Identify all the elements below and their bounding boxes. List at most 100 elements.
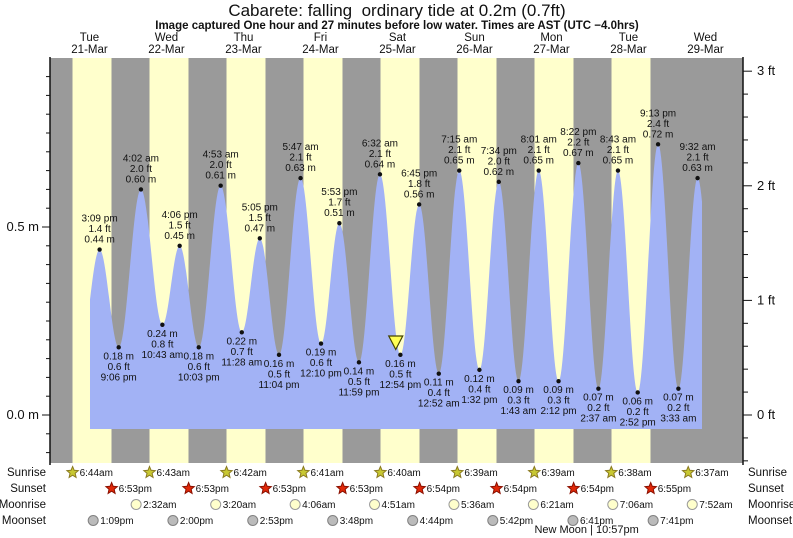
sunrise-icon (681, 465, 696, 479)
tide-point-dot (416, 202, 422, 207)
moonset-icon (567, 515, 579, 526)
high-tide-label: 0.51 m (324, 208, 355, 219)
sunset-icon (181, 481, 196, 495)
high-tide-label: 4:53 am (203, 150, 239, 161)
y-axis-label-m: 0.0 m (6, 407, 39, 422)
low-tide-label: 0.22 m (227, 336, 258, 347)
moonrise-icon (686, 499, 698, 510)
low-tide-label: 0.16 m (385, 359, 416, 370)
low-tide-label: 0.4 ft (468, 384, 490, 395)
high-tide-label: 2.0 ft (130, 164, 152, 175)
low-tide-label: 0.09 m (543, 385, 574, 396)
low-tide-label: 0.24 m (147, 329, 178, 340)
high-tide-label: 7:15 am (441, 135, 477, 146)
tide-point-dot (138, 187, 144, 192)
high-tide-label: 2.1 ft (289, 153, 311, 164)
moonrise-time: 3:20am (223, 500, 256, 511)
row-label-moonrise-right: Moonrise (748, 499, 793, 511)
high-tide-label: 5:47 am (282, 142, 318, 153)
tide-point-dot (160, 322, 165, 327)
low-tide-label: 3:33 am (660, 414, 696, 425)
moonset-time: 4:44pm (420, 516, 453, 527)
row-label-moonrise-left: Moonrise (0, 499, 46, 511)
tide-point-dot (377, 172, 383, 177)
high-tide-label: 2.1 ft (607, 145, 629, 156)
moonset-time: 6:41pm (580, 516, 613, 527)
day-name-label: Sun (464, 32, 484, 44)
moonset-time: 3:48pm (340, 516, 373, 527)
moonrise-icon (527, 499, 539, 510)
sunset-time: 6:55pm (658, 484, 691, 495)
low-tide-label: 12:10 pm (300, 369, 342, 380)
high-tide-label: 5:05 pm (242, 202, 278, 213)
moonrise-icon (130, 499, 142, 510)
sunset-icon (566, 481, 581, 495)
tide-point-dot (318, 341, 324, 346)
moonset-icon (487, 515, 499, 526)
tide-point-dot (676, 386, 681, 391)
moonset-icon (407, 515, 419, 526)
low-tide-label: 0.2 ft (667, 403, 689, 414)
tide-point-dot (436, 371, 441, 376)
day-name-label: Tue (80, 32, 99, 44)
low-tide-label: 12:52 am (418, 399, 460, 410)
moonrise-time: 4:06am (302, 500, 335, 511)
low-tide-label: 0.4 ft (428, 388, 450, 399)
high-tide-label: 0.56 m (404, 189, 435, 200)
sunset-icon (335, 481, 350, 495)
day-date-label: 23-Mar (225, 44, 262, 56)
tide-point-dot (477, 367, 482, 373)
tide-point-dot (635, 390, 640, 395)
low-tide-label: 0.2 ft (627, 407, 649, 418)
low-tide-label: 0.5 ft (348, 377, 370, 388)
tide-point-dot (298, 175, 303, 181)
sunrise-icon (65, 465, 80, 479)
high-tide-label: 5:53 pm (321, 187, 357, 198)
low-tide-label: 0.19 m (306, 348, 337, 359)
y-axis-label-ft: 3 ft (757, 63, 775, 78)
sunset-icon (489, 481, 504, 495)
axis-ticks (42, 70, 752, 462)
sunrise-icon (450, 465, 465, 479)
high-tide-label: 6:32 am (362, 138, 398, 149)
y-axis-label-ft: 1 ft (757, 292, 775, 307)
low-tide-label: 0.14 m (344, 366, 375, 377)
moonrise-icon (607, 499, 619, 510)
low-tide-label: 12:54 pm (380, 380, 422, 391)
tide-point-dot (398, 352, 403, 358)
day-date-label: 28-Mar (610, 44, 647, 56)
high-tide-label: 1.5 ft (169, 220, 191, 231)
high-tide-label: 2.1 ft (369, 149, 391, 160)
tide-point-dot (337, 221, 342, 226)
high-tide-label: 4:02 am (123, 153, 159, 164)
low-tide-label: 2:52 pm (620, 417, 656, 428)
tide-point-dot (97, 247, 102, 252)
tide-point-dot (276, 352, 282, 358)
high-tide-label: 0.45 m (164, 231, 195, 242)
low-tide-label: 0.18 m (103, 351, 134, 362)
sunset-icon (258, 481, 273, 495)
page-title: Cabarete: falling ordinary tide at 0.2m … (228, 1, 565, 20)
tide-point-dot (196, 345, 201, 350)
tide-point-dot (516, 378, 521, 384)
high-tide-label: 8:43 am (600, 135, 636, 146)
sunrise-icon (142, 465, 157, 479)
low-tide-label: 10:43 am (142, 350, 184, 361)
high-tide-label: 0.61 m (205, 171, 236, 182)
low-tide-label: 0.06 m (622, 396, 653, 407)
sunrise-icon (373, 465, 388, 479)
day-date-label: 26-Mar (456, 44, 493, 56)
sunrise-time: 6:42am (233, 468, 266, 479)
moonset-icon (647, 515, 659, 526)
row-label-sunrise-right: Sunrise (748, 467, 787, 479)
low-tide-label: 2:37 am (580, 414, 616, 425)
day-date-label: 24-Mar (302, 44, 339, 56)
moonset-time: 7:41pm (660, 516, 693, 527)
sunrise-time: 6:41am (310, 468, 343, 479)
sunset-time: 6:54pm (504, 484, 537, 495)
high-tide-label: 2.1 ft (448, 145, 470, 156)
high-tide-label: 0.64 m (365, 159, 396, 170)
day-date-label: 27-Mar (533, 44, 570, 56)
high-tide-label: 0.60 m (126, 174, 157, 185)
